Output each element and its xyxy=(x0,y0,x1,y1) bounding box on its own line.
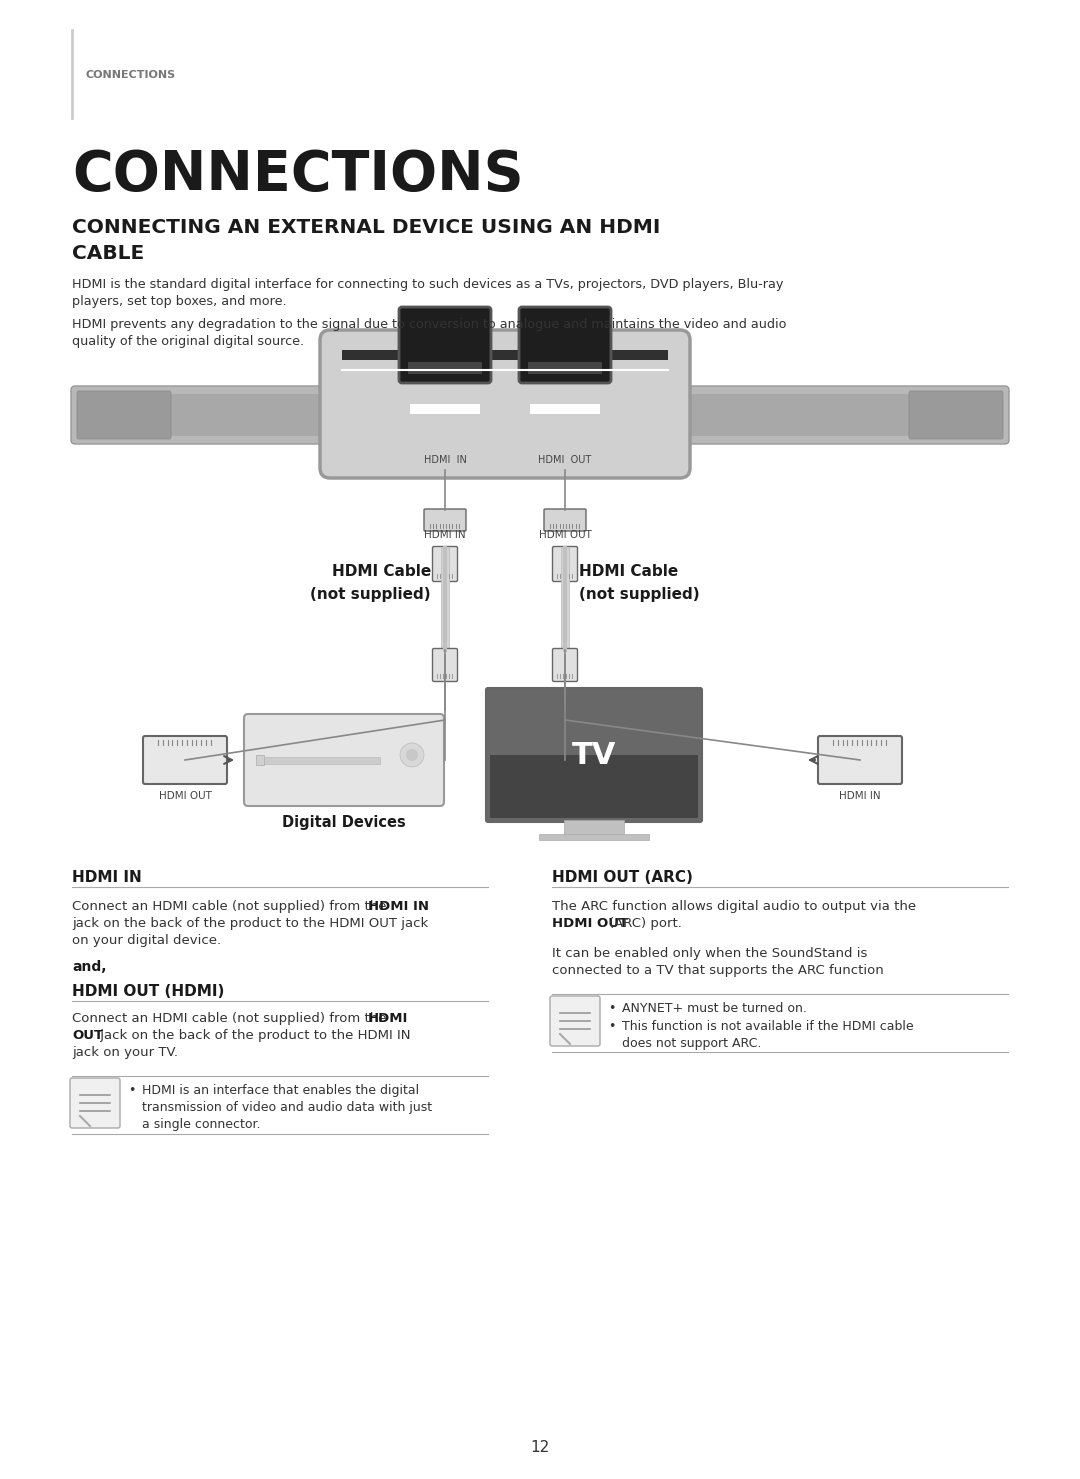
FancyBboxPatch shape xyxy=(71,386,1009,444)
Text: HDMI Cable: HDMI Cable xyxy=(579,565,678,580)
Text: It can be enabled only when the SoundStand is: It can be enabled only when the SoundSta… xyxy=(552,947,867,960)
FancyBboxPatch shape xyxy=(553,547,578,581)
Text: CONNECTIONS: CONNECTIONS xyxy=(72,148,524,203)
FancyBboxPatch shape xyxy=(244,714,444,806)
Text: •: • xyxy=(129,1084,135,1097)
FancyBboxPatch shape xyxy=(320,330,690,478)
Text: Connect an HDMI cable (not supplied) from the: Connect an HDMI cable (not supplied) fro… xyxy=(72,1012,391,1025)
Text: 12: 12 xyxy=(530,1441,550,1455)
Bar xyxy=(539,834,649,840)
FancyBboxPatch shape xyxy=(818,737,902,784)
Text: connected to a TV that supports the ARC function: connected to a TV that supports the ARC … xyxy=(552,964,883,978)
Text: CONNECTING AN EXTERNAL DEVICE USING AN HDMI: CONNECTING AN EXTERNAL DEVICE USING AN H… xyxy=(72,217,660,237)
Text: HDMI is the standard digital interface for connecting to such devices as a TVs, : HDMI is the standard digital interface f… xyxy=(72,278,783,291)
Bar xyxy=(564,819,624,834)
Text: ANYNET+ must be turned on.: ANYNET+ must be turned on. xyxy=(622,1001,807,1015)
FancyBboxPatch shape xyxy=(486,688,702,822)
Text: HDMI prevents any degradation to the signal due to conversion to analogue and ma: HDMI prevents any degradation to the sig… xyxy=(72,318,786,331)
Bar xyxy=(528,362,602,374)
FancyBboxPatch shape xyxy=(399,308,491,383)
Bar xyxy=(561,549,569,649)
FancyBboxPatch shape xyxy=(432,547,458,581)
Text: HDMI: HDMI xyxy=(368,1012,408,1025)
Text: HDMI is an interface that enables the digital: HDMI is an interface that enables the di… xyxy=(141,1084,419,1097)
Text: •: • xyxy=(608,1001,616,1015)
Text: HDMI OUT: HDMI OUT xyxy=(159,791,212,802)
Text: HDMI IN: HDMI IN xyxy=(72,870,141,884)
Bar xyxy=(530,404,600,414)
Text: Digital Devices: Digital Devices xyxy=(282,815,406,830)
Circle shape xyxy=(400,742,424,768)
Text: (not supplied): (not supplied) xyxy=(579,587,700,602)
FancyBboxPatch shape xyxy=(424,509,465,531)
Text: •: • xyxy=(608,1021,616,1032)
Text: HDMI OUT: HDMI OUT xyxy=(552,917,629,930)
Text: HDMI  IN: HDMI IN xyxy=(423,456,467,464)
FancyBboxPatch shape xyxy=(544,509,586,531)
Text: CONNECTIONS: CONNECTIONS xyxy=(86,70,176,80)
Text: players, set top boxes, and more.: players, set top boxes, and more. xyxy=(72,294,286,308)
Bar xyxy=(441,549,449,649)
Text: This function is not available if the HDMI cable: This function is not available if the HD… xyxy=(622,1021,914,1032)
Text: Connect an HDMI cable (not supplied) from the: Connect an HDMI cable (not supplied) fro… xyxy=(72,901,391,913)
Text: jack on your TV.: jack on your TV. xyxy=(72,1046,178,1059)
FancyBboxPatch shape xyxy=(550,995,600,1046)
FancyBboxPatch shape xyxy=(519,308,611,383)
Text: does not support ARC.: does not support ARC. xyxy=(622,1037,761,1050)
Bar xyxy=(83,393,997,436)
Text: a single connector.: a single connector. xyxy=(141,1118,260,1131)
Text: and,: and, xyxy=(72,960,107,975)
Text: OUT: OUT xyxy=(72,1029,103,1043)
FancyBboxPatch shape xyxy=(143,737,227,784)
Text: on your digital device.: on your digital device. xyxy=(72,935,221,947)
Text: HDMI IN: HDMI IN xyxy=(424,529,465,540)
Text: CABLE: CABLE xyxy=(72,244,145,263)
Text: transmission of video and audio data with just: transmission of video and audio data wit… xyxy=(141,1100,432,1114)
Bar xyxy=(342,351,669,359)
Bar xyxy=(256,754,264,765)
Text: TV: TV xyxy=(571,741,617,769)
Text: (not supplied): (not supplied) xyxy=(310,587,431,602)
FancyBboxPatch shape xyxy=(77,390,171,439)
FancyBboxPatch shape xyxy=(70,1078,120,1128)
Bar xyxy=(410,404,480,414)
Text: HDMI  OUT: HDMI OUT xyxy=(538,456,592,464)
Bar xyxy=(408,362,482,374)
Bar xyxy=(490,754,698,818)
FancyBboxPatch shape xyxy=(432,648,458,682)
FancyBboxPatch shape xyxy=(909,390,1003,439)
Text: HDMI IN: HDMI IN xyxy=(839,791,881,802)
Text: HDMI Cable: HDMI Cable xyxy=(332,565,431,580)
FancyBboxPatch shape xyxy=(553,648,578,682)
Text: HDMI OUT: HDMI OUT xyxy=(539,529,592,540)
Circle shape xyxy=(406,748,418,762)
Text: HDMI OUT (HDMI): HDMI OUT (HDMI) xyxy=(72,984,225,998)
Text: jack on the back of the product to the HDMI OUT jack: jack on the back of the product to the H… xyxy=(72,917,429,930)
Text: quality of the original digital source.: quality of the original digital source. xyxy=(72,336,305,348)
Text: jack on the back of the product to the HDMI IN: jack on the back of the product to the H… xyxy=(96,1029,410,1043)
Text: The ARC function allows digital audio to output via the: The ARC function allows digital audio to… xyxy=(552,901,916,913)
Bar xyxy=(260,757,380,765)
Text: HDMI OUT (ARC): HDMI OUT (ARC) xyxy=(552,870,693,884)
Text: (ARC) port.: (ARC) port. xyxy=(609,917,681,930)
Text: HDMI IN: HDMI IN xyxy=(368,901,429,913)
